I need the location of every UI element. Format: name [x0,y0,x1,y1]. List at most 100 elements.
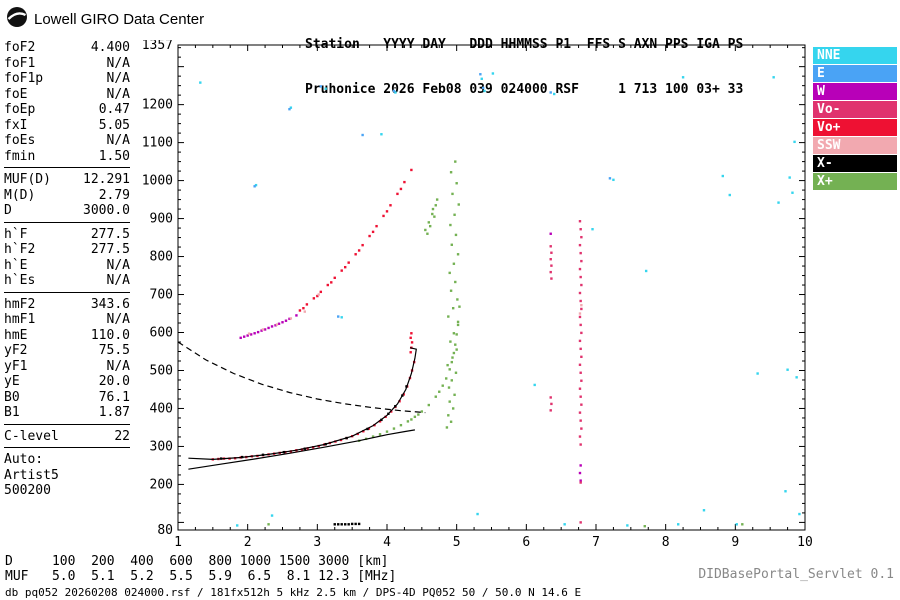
echo-point-nne [728,193,731,197]
echo-point-x [455,333,458,336]
echo-point-x [454,160,457,163]
y-tick-label: 1357 [142,40,173,53]
legend-item-vo: Vo+ [813,119,897,136]
echo-point-nne [394,91,397,94]
x-tick-label: 7 [592,535,600,550]
echo-point-nne [777,201,780,204]
parameter-row: MUF(D) 12.291 [4,172,130,188]
echo-point-nne [324,87,327,90]
echo-point-vo [354,253,357,256]
echo-point-nne [254,183,258,187]
echo-point-x [456,298,459,301]
echo-point-ssw [247,332,251,335]
echo-point-vo [305,303,309,306]
artist-o-trace [188,347,417,461]
echo-point-x [449,420,453,423]
parameter-value: N/A [106,312,130,327]
echo-point-vo [333,276,336,280]
echo-point-x [447,386,451,389]
echo-point-x [453,393,456,396]
echo-point-x [267,523,270,526]
echo-point-x [410,418,413,421]
echo-point-ssw [317,293,320,296]
echo-point-w [256,330,260,334]
echo-point-x [457,203,460,206]
echo-point-x [434,395,437,398]
echo-point-x [643,525,646,528]
echo-point-x [448,400,451,403]
parameter-label: hmF1 [4,312,36,327]
echo-point-w [239,336,242,340]
parameter-row: foF1 N/A [4,56,130,72]
parameter-label: B1 [4,405,20,420]
y-tick-label: 700 [150,288,173,303]
auto-info-line: Auto: [4,452,44,467]
parameter-row: h`Es N/A [4,273,130,289]
echo-point-vo [580,235,583,239]
echo-point-x [454,280,457,284]
echo-point-x [454,371,458,374]
echo-point-vo [368,234,371,238]
echo-point-x [451,407,455,410]
true-height-profile [188,429,415,470]
echo-point-nne [483,89,486,93]
echo-point-nne [340,316,343,319]
echo-point-vo [382,214,385,218]
parameter-value: 2.79 [98,187,130,203]
parameter-row: yF1 N/A [4,359,130,375]
parameter-label: h`E [4,257,28,273]
parameter-label: fxI [4,117,28,133]
echo-point-vo [403,180,406,184]
parameter-label: yF1 [4,358,28,374]
echo-point-e [481,86,485,90]
echo-point-nne [199,81,202,84]
echo-point-w [270,325,274,328]
echo-point-vo [580,379,583,382]
y-tick-label: 300 [150,439,173,454]
echo-point-w [267,326,270,330]
echo-point-vo [580,403,583,406]
echo-point-vo [550,402,553,406]
echo-point-x [378,433,382,436]
direction-legend: NNE E W Vo- Vo+ SSW X- X+ [813,47,897,191]
echo-point-x [337,523,340,526]
echo-point-vo [549,396,552,399]
legend-item-ssw: SSW [813,137,897,154]
parameter-label: hmE [4,327,28,343]
parameter-value: 76.1 [98,389,130,405]
echo-point-x [452,262,456,265]
auto-scaling-info: Auto: Artist5 500200 [4,452,130,499]
parameter-value: 1.87 [98,405,130,420]
echo-point-x [450,360,453,364]
parameter-row: hmE 110.0 [4,328,130,344]
parameter-row: h`F2 277.5 [4,242,130,258]
parameter-label: D [4,203,12,218]
echo-point-vo [550,264,553,267]
giro-logo-icon [6,6,28,32]
echo-point-x [347,523,350,526]
parameter-value: N/A [106,257,130,273]
x-tick-label: 4 [383,535,391,550]
echo-point-x [371,435,375,438]
echo-point-vo [578,363,582,366]
echo-point-vo [578,315,582,319]
echo-point-vo [580,427,583,430]
echo-point-x [451,356,454,359]
muf-transmission-curve [177,341,426,414]
echo-point-vo [579,323,582,327]
echo-point-vo [549,270,552,274]
y-tick-label: 1100 [142,136,173,151]
parameter-label: fmin [4,148,36,164]
parameter-group: C-level 22 [4,429,130,448]
x-tick-label: 6 [522,535,530,550]
parameter-label: foEs [4,133,36,148]
echo-point-x [449,171,453,174]
echo-point-vo [399,187,403,191]
plot-border [177,44,806,531]
parameter-row: M(D) 2.79 [4,188,130,204]
echo-point-x [454,233,458,237]
echo-point-vo [580,355,583,359]
y-tick-label: 600 [150,326,173,341]
legend-item-e: E [813,65,897,82]
echo-point-x [417,413,420,416]
